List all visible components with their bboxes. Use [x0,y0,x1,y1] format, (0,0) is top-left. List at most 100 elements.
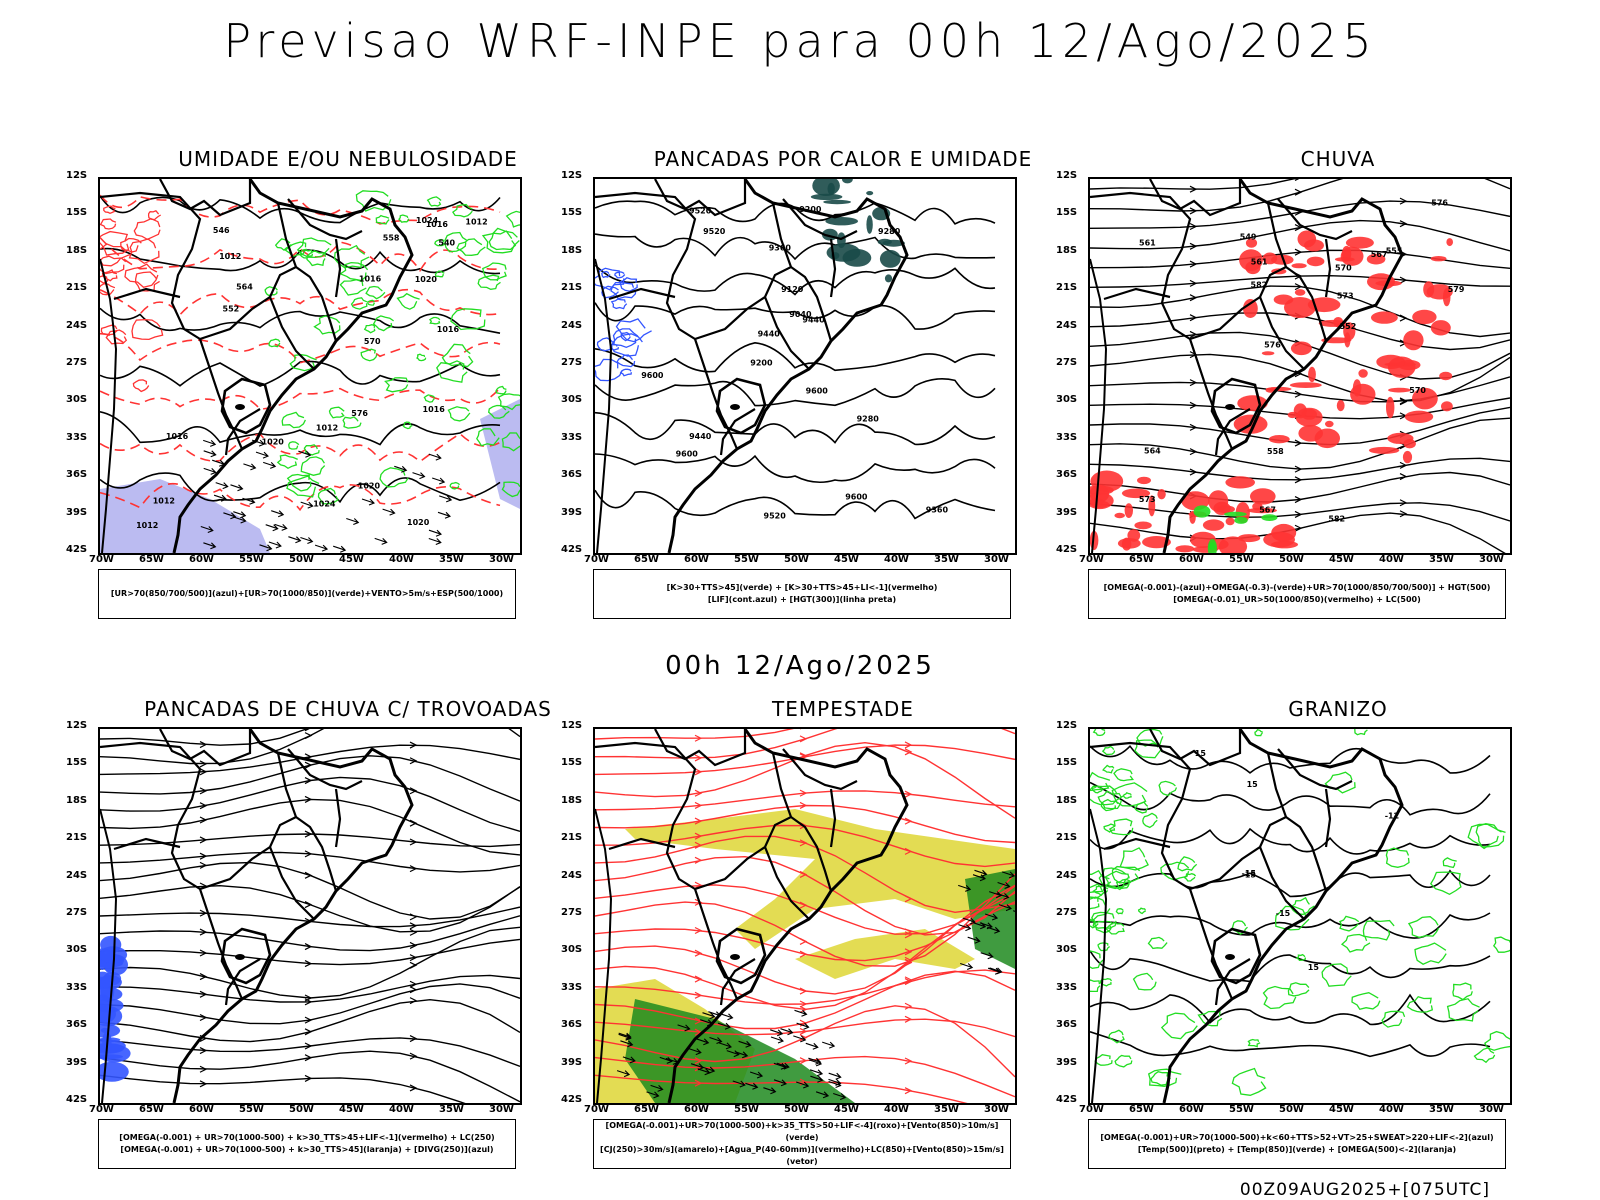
lon-tick-label: 70W [89,554,114,565]
divergence-area-blue [100,1061,129,1082]
rain-area-red [1341,245,1352,262]
rain-area-red [1243,299,1258,318]
country-border [771,752,793,818]
lat-tick-label: 21S [66,282,88,294]
streamline-arrow [409,1052,418,1060]
wind-vector [203,439,217,447]
map-panel-1: UMIDADE E/OU NEBULOSIDADE 1016 1012 1012 101… [66,143,598,643]
wind-vector [428,453,442,461]
rain-area-red [1325,420,1334,428]
wind-vector [984,913,999,921]
contour-value-label: -15 [1242,869,1257,878]
divergence-area-blue [100,971,113,990]
rain-area-red [1442,288,1451,307]
humidity-contour-red [134,271,160,292]
country-border [829,238,837,298]
temperature-contour-green [1108,818,1134,836]
streamline-arrow [904,895,913,903]
country-border [159,729,252,767]
streamline-arrow [199,1013,208,1022]
humidity-contour-green [355,190,392,212]
lat-tick-label: 21S [66,832,88,844]
lon-tick-label: 40W [1379,1104,1404,1115]
humidity-contour-green [495,385,507,395]
contour-line [100,482,501,512]
streamline-arrow [904,976,913,984]
lon-tick-label: 65W [1129,554,1154,565]
contour-line [1090,950,1491,983]
lat-tick-label: 18S [561,244,583,256]
contour-value-label: 570 [1335,263,1352,272]
contour-value-label: 546 [213,226,230,235]
country-border [224,958,261,1006]
streamline-arrow [694,789,703,797]
humidity-contour-green [306,250,326,267]
lon-tick-label: 50W [289,554,314,565]
contour-value-label: 9520 [764,512,787,521]
humidity-area-blue [480,399,520,509]
lat-tick-label: 30S [561,394,583,406]
uruguay-border [715,377,767,435]
country-border [654,729,747,767]
country-border [1090,741,1192,890]
temperature-contour-green [1101,745,1116,756]
wind-vector [268,541,282,549]
temperature-contour-green [1231,1067,1267,1096]
streamline-arrow [1399,473,1408,481]
temperature-contour-green [1160,861,1190,881]
contour-line [100,288,501,316]
lon-tick-label: 35W [1429,554,1454,565]
lat-tick-label: 12S [561,720,583,731]
uruguay-border [715,927,767,985]
rain-area-green [1207,539,1217,553]
lat-tick-label: 15S [1056,757,1078,769]
panel-legend: [K>30+TTS>45](verde) + [K>30+TTS>45+LI<-… [593,569,1011,619]
lon-tick-label: 45W [834,1104,859,1115]
lat-tick-label: 12S [561,170,583,181]
country-border [1188,888,1234,1000]
rain-area-red [1404,410,1434,423]
rain-area-red [1124,503,1133,518]
country-border [1277,198,1353,241]
contour-value-label: 552 [223,304,240,313]
contour-line [595,233,996,261]
rain-area-red [1430,320,1451,336]
lon-tick-label: 40W [1379,554,1404,565]
humidity-contour-green [289,354,317,372]
lon-tick-label: 70W [1079,554,1104,565]
lat-tick-label: 21S [1056,832,1078,844]
streamline-arrow [1294,283,1303,291]
wind-vector [810,1075,824,1083]
streamline-arrow [1189,423,1198,431]
humidity-contour-green [328,406,345,419]
rain-area-red [1294,289,1306,296]
streamline-arrow [304,1016,313,1024]
map-drawing [100,729,520,1103]
streamline-arrow [1294,439,1303,447]
streamline-arrow [1294,476,1303,484]
wind-vector [697,1068,711,1076]
contour-line [1090,827,1491,855]
contour-line [595,264,996,296]
lon-tick-label: 70W [89,1104,114,1115]
streamline-arrow [409,865,418,873]
rain-area-red [1091,500,1109,508]
streamline-arrow [694,832,703,840]
lat-tick-label: 15S [561,207,583,219]
panel-title: GRANIZO [1288,697,1388,721]
streamline-arrow [694,841,703,849]
contour-value-label: 1016 [426,220,449,229]
panel-title: PANCADAS DE CHUVA C/ TROVOADAS [144,697,552,721]
contour-value-label: 1024 [313,499,336,508]
humidity-contour-green [365,285,386,300]
streamline [100,833,520,848]
contour-value-label: 1020 [415,275,438,284]
rain-area-green [1261,514,1278,521]
contour-value-label: 9280 [857,414,880,423]
streamline-arrow [1294,188,1303,196]
humidity-contour-green [342,416,362,429]
contour-value-label: 564 [236,282,253,291]
humidity-contour-green [317,487,339,505]
temperature-contour-green [1090,869,1112,894]
lat-tick-label: 27S [561,357,583,368]
